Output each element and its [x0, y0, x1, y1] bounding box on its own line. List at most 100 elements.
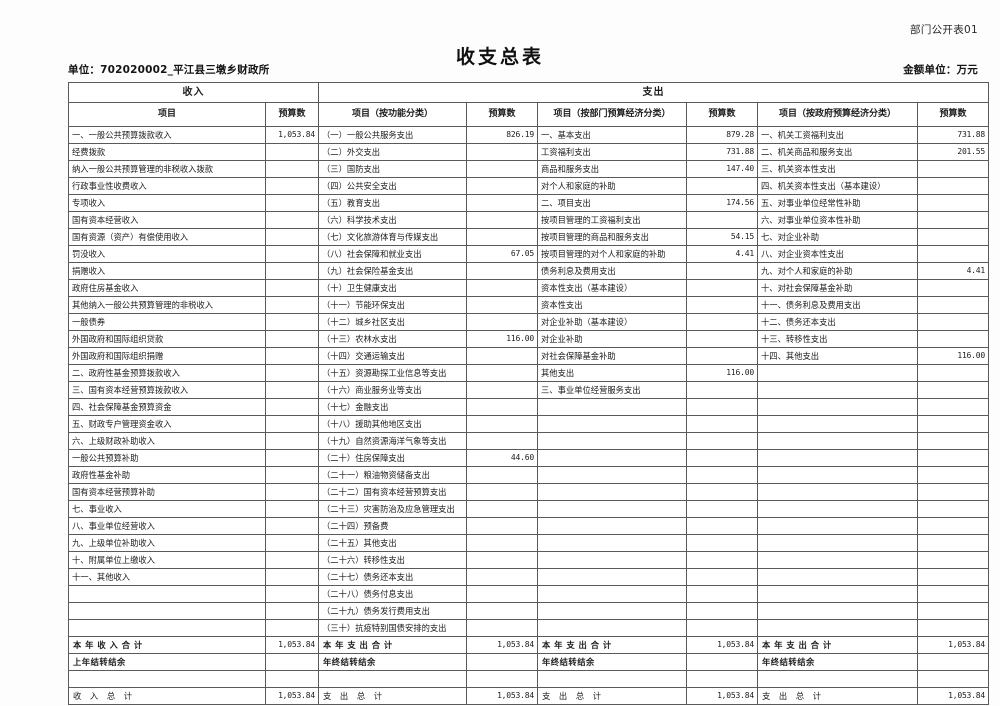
cell-func-value	[466, 160, 538, 178]
cell-income-item: 罚没收入	[68, 245, 266, 263]
cell-func-value	[466, 500, 538, 518]
cell-func-item: （二十四）预备费	[318, 517, 467, 535]
colhead-dept-econ-item: 项目（按部门预算经济分类）	[537, 102, 687, 127]
table-row: 一、一般公共预算拨款收入 1,053.84 （一）一般公共服务支出 826.19 一、基…	[68, 126, 990, 144]
cell-income-item: 二、政府性基金预算拨款收入	[68, 364, 266, 382]
colhead-income-budget: 预算数	[265, 102, 319, 127]
summary-dept-econ-value	[686, 653, 758, 671]
page-title: 收支总表	[455, 46, 544, 68]
summary-func-label: 年终结转结余	[318, 653, 467, 671]
cell-gov-econ-item	[757, 585, 918, 603]
cell-income-value	[265, 143, 319, 161]
summary-income-label: 上年结转结余	[68, 653, 266, 671]
cell-gov-econ-item: 八、对企业资本性支出	[757, 245, 918, 263]
cell-income-item: 六、上级财政补助收入	[68, 432, 266, 450]
cell-dept-econ-item	[537, 619, 687, 637]
cell-func-item: （三十）抗疫特别国债安排的支出	[318, 619, 467, 637]
table-row: 外国政府和国际组织贷款 （十三）农林水支出 116.00 对企业补助 十三、转移性支出	[68, 330, 990, 348]
summary-income-label: 本 年 收 入 合 计	[68, 636, 266, 654]
cell-income-value	[265, 211, 319, 229]
summary-func-value: 1,053.84	[466, 687, 538, 705]
group-header-row: 收入 支出	[68, 82, 990, 103]
summary-dept-econ-label	[537, 670, 687, 688]
cell-dept-econ-value	[686, 551, 758, 569]
cell-func-item: （十九）自然资源海洋气象等支出	[318, 432, 467, 450]
cell-gov-econ-item	[757, 449, 918, 467]
table-row: 捐赠收入 （九）社会保险基金支出 债务利息及费用支出 九、对个人和家庭的补助 4.41	[68, 262, 990, 280]
cell-func-item: （十二）城乡社区支出	[318, 313, 467, 331]
cell-dept-econ-item: 按项目管理的对个人和家庭的补助	[537, 245, 687, 263]
cell-income-value	[265, 415, 319, 433]
summary-income-value	[265, 653, 319, 671]
cell-income-value	[265, 398, 319, 416]
cell-gov-econ-value	[916, 483, 990, 501]
cell-dept-econ-value: 116.00	[686, 364, 758, 382]
cell-income-value	[265, 381, 319, 399]
cell-gov-econ-item	[757, 551, 918, 569]
cell-func-value	[466, 483, 538, 501]
cell-func-item: （二十九）债务发行费用支出	[318, 602, 467, 620]
cell-dept-econ-item: 工资福利支出	[537, 143, 687, 161]
cell-income-value	[265, 330, 319, 348]
column-header-row: 项目 预算数 项目（按功能分类） 预算数 项目（按部门预算经济分类） 预算数 项…	[68, 102, 990, 127]
cell-income-value	[265, 483, 319, 501]
summary-row-blank	[68, 670, 990, 688]
cell-func-value: 67.05	[466, 245, 538, 263]
cell-gov-econ-item: 十二、债务还本支出	[757, 313, 918, 331]
summary-func-label: 本 年 支 出 合 计	[318, 636, 467, 654]
cell-income-item: 捐赠收入	[68, 262, 266, 280]
table-row: （二十九）债务发行费用支出	[68, 602, 990, 620]
cell-func-item: （十七）金融支出	[318, 398, 467, 416]
cell-gov-econ-value	[916, 194, 990, 212]
cell-func-item: （二十三）灾害防治及应急管理支出	[318, 500, 467, 518]
cell-dept-econ-value	[686, 432, 758, 450]
cell-func-value	[466, 364, 538, 382]
group-header-expenditure: 支出	[317, 82, 990, 103]
table-row: 三、国有资本经营预算拨款收入 （十六）商业服务业等支出 三、事业单位经营服务支出	[68, 381, 990, 399]
cell-dept-econ-item: 对企业补助（基本建设）	[537, 313, 687, 331]
cell-dept-econ-value	[686, 330, 758, 348]
cell-dept-econ-item	[537, 483, 687, 501]
cell-gov-econ-value	[916, 364, 990, 382]
table-row: 国有资本经营预算补助 （二十二）国有资本经营预算支出	[68, 483, 990, 501]
cell-gov-econ-item: 九、对个人和家庭的补助	[757, 262, 918, 280]
cell-dept-econ-value	[686, 381, 758, 399]
cell-func-item: （十六）商业服务业等支出	[318, 381, 467, 399]
cell-func-value	[466, 551, 538, 569]
summary-income-label: 收 入 总 计	[68, 687, 266, 705]
cell-func-item: （十三）农林水支出	[318, 330, 467, 348]
cell-dept-econ-item	[537, 415, 687, 433]
cell-func-item: （二十二）国有资本经营预算支出	[318, 483, 467, 501]
table-row: 五、财政专户管理资金收入 （十八）援助其他地区支出	[68, 415, 990, 433]
cell-gov-econ-value: 4.41	[916, 262, 990, 280]
cell-func-item: （九）社会保险基金支出	[318, 262, 467, 280]
cell-func-value: 116.00	[466, 330, 538, 348]
cell-income-item: 四、社会保障基金预算资金	[68, 398, 266, 416]
table-row: 二、政府性基金预算拨款收入 （十五）资源勘探工业信息等支出 其他支出 116.00	[68, 364, 990, 382]
table-row: 四、社会保障基金预算资金 （十七）金融支出	[68, 398, 990, 416]
cell-func-item: （二十七）债务还本支出	[318, 568, 467, 586]
cell-income-value	[265, 262, 319, 280]
table-row: 纳入一般公共预算管理的非税收入拨款 （三）国防支出 商品和服务支出 147.40 三、机…	[68, 160, 990, 178]
cell-gov-econ-item	[757, 398, 918, 416]
cell-income-item: 九、上级单位补助收入	[68, 534, 266, 552]
cell-func-item: （十一）节能环保支出	[318, 296, 467, 314]
table-row: 外国政府和国际组织捐赠 （十四）交通运输支出 对社会保障基金补助 十四、其他支出 116…	[68, 347, 990, 365]
cell-dept-econ-value: 54.15	[686, 228, 758, 246]
cell-dept-econ-item	[537, 602, 687, 620]
cell-dept-econ-value	[686, 313, 758, 331]
cell-func-value	[466, 143, 538, 161]
cell-income-item: 国有资本经营预算补助	[68, 483, 266, 501]
summary-income-value: 1,053.84	[265, 636, 319, 654]
cell-gov-econ-item: 十三、转移性支出	[757, 330, 918, 348]
cell-func-item: （七）文化旅游体育与传媒支出	[318, 228, 467, 246]
summary-dept-econ-value: 1,053.84	[686, 636, 758, 654]
colhead-gov-econ-item: 项目（按政府预算经济分类）	[757, 102, 918, 127]
summary-dept-econ-value: 1,053.84	[686, 687, 758, 705]
cell-func-value	[466, 568, 538, 586]
cell-func-item: （二十五）其他支出	[318, 534, 467, 552]
cell-gov-econ-item: 四、机关资本性支出（基本建设）	[757, 177, 918, 195]
cell-gov-econ-value: 731.88	[916, 126, 990, 144]
cell-func-item: （八）社会保障和就业支出	[318, 245, 467, 263]
cell-gov-econ-value	[916, 330, 990, 348]
